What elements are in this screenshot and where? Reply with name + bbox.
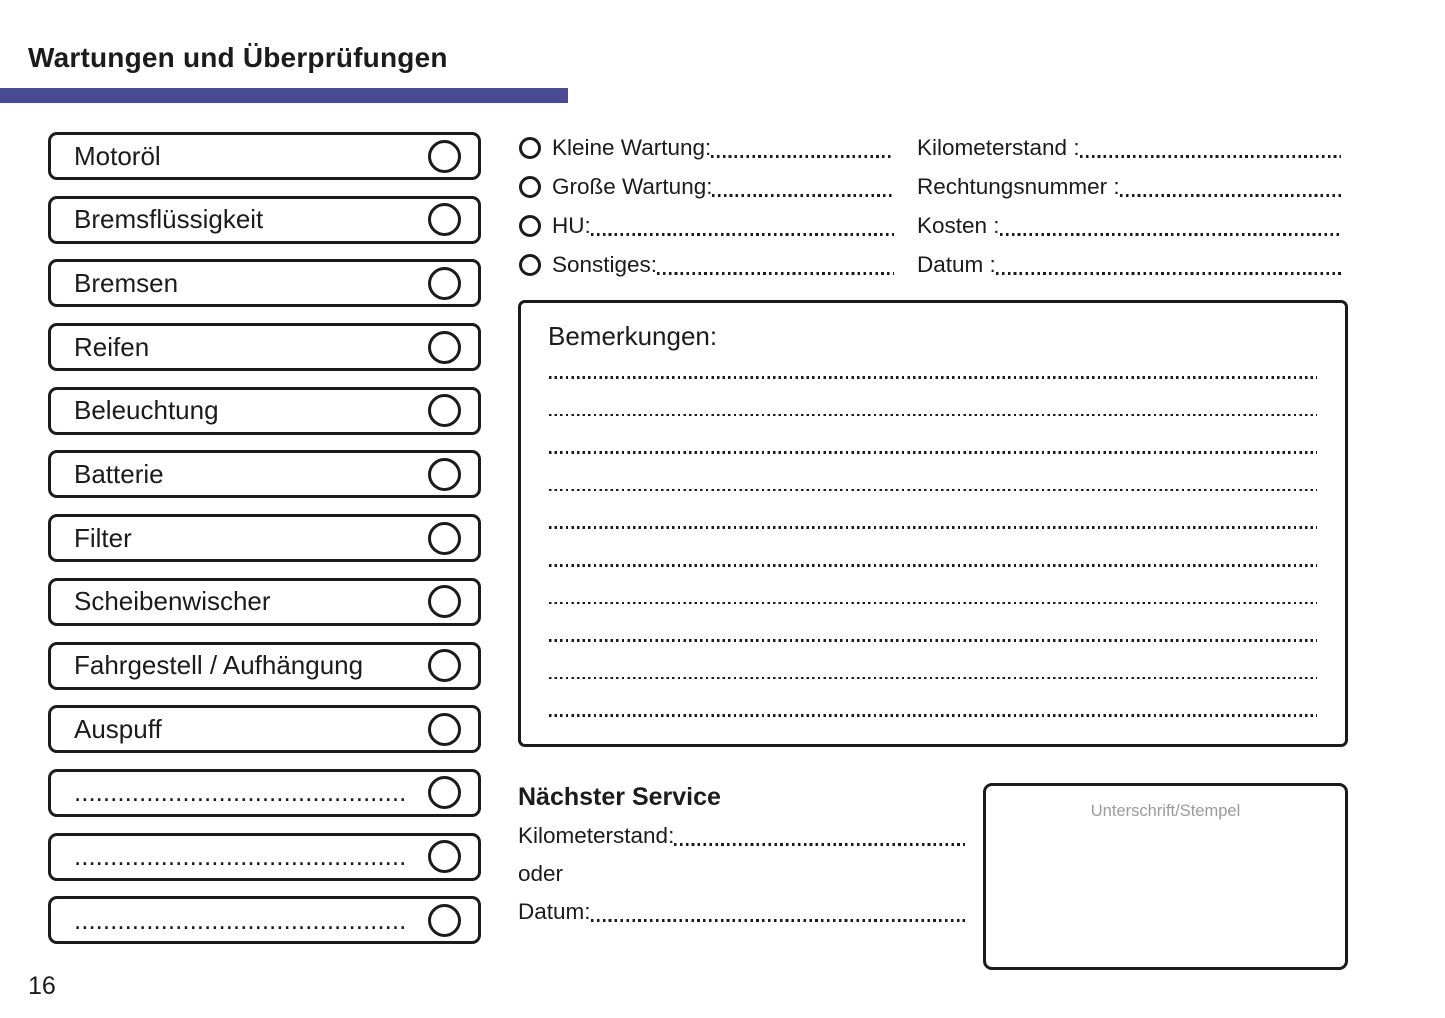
page-number: 16: [28, 972, 56, 1000]
checklist-item-label: Bremsen: [74, 267, 179, 298]
checklist-item-label: Beleuchtung: [74, 395, 219, 426]
fill-in-line[interactable]: [711, 155, 894, 158]
title-accent-bar: [0, 88, 568, 103]
field-label: Datum :: [917, 251, 996, 277]
fill-in-line[interactable]: [712, 194, 894, 197]
checklist-item-motoroel: Motoröl: [48, 132, 481, 180]
field-label: Kosten :: [917, 212, 1000, 238]
next-service-datum: Datum:: [518, 893, 965, 931]
fill-in-line[interactable]: [1079, 155, 1341, 158]
checklist-item-blank-3[interactable]: ........................................…: [48, 896, 481, 945]
check-circle[interactable]: [428, 330, 461, 364]
blank-write-in-line[interactable]: ........................................…: [74, 777, 407, 808]
remarks-writing-area: [521, 352, 1345, 717]
signature-stamp-label: Unterschrift/Stempel: [1090, 802, 1241, 820]
inspection-checklist: Motoröl Bremsflüssigkeit Bremsen Reifen …: [48, 132, 481, 960]
checklist-item-bremsfluessigkeit: Bremsflüssigkeit: [48, 195, 481, 244]
checklist-item-bremsen: Bremsen: [48, 259, 481, 308]
next-service-section: Nächster Service Kilometerstand: oder Da…: [518, 783, 965, 931]
writing-line[interactable]: [549, 676, 1317, 680]
check-circle[interactable]: [428, 840, 461, 874]
check-circle[interactable]: [428, 585, 461, 619]
checklist-item-label: Auspuff: [74, 713, 162, 744]
blank-write-in-line[interactable]: ........................................…: [74, 904, 407, 935]
fill-in-line[interactable]: [995, 272, 1341, 275]
next-service-title: Nächster Service: [518, 783, 721, 811]
fill-in-line[interactable]: [590, 233, 894, 236]
field-kilometerstand: Kilometerstand :: [917, 128, 1341, 167]
field-label: Datum:: [518, 899, 591, 924]
writing-line[interactable]: [549, 451, 1317, 454]
option-label: Kleine Wartung:: [552, 134, 712, 160]
field-label: Kilometerstand :: [917, 134, 1080, 160]
checklist-item-fahrgestell: Fahrgestell / Aufhängung: [48, 641, 481, 690]
radio-circle[interactable]: [519, 175, 541, 198]
checklist-item-label: Scheibenwischer: [74, 586, 271, 617]
checklist-item-auspuff: Auspuff: [48, 705, 481, 754]
checklist-item-scheibenwischer: Scheibenwischer: [48, 577, 481, 626]
field-label: oder: [518, 861, 564, 886]
writing-line[interactable]: [549, 413, 1317, 417]
option-hu: HU:: [519, 206, 894, 245]
check-circle[interactable]: [428, 712, 461, 746]
checklist-item-label: Motoröl: [74, 140, 161, 171]
radio-circle[interactable]: [519, 214, 541, 237]
writing-line[interactable]: [549, 714, 1317, 717]
check-circle[interactable]: [428, 776, 461, 810]
checklist-item-filter: Filter: [48, 514, 481, 563]
checklist-item-label: Reifen: [74, 331, 150, 362]
service-detail-fields: Kilometerstand : Rechtungsnummer : Koste…: [917, 128, 1341, 284]
field-kosten: Kosten :: [917, 206, 1341, 245]
writing-line[interactable]: [549, 563, 1317, 567]
checklist-item-label: Bremsflüssigkeit: [74, 204, 264, 235]
option-label: HU:: [552, 212, 591, 238]
field-datum: Datum :: [917, 245, 1341, 284]
checklist-item-label: Batterie: [74, 458, 164, 489]
option-grosse-wartung: Große Wartung:: [519, 167, 894, 206]
check-circle[interactable]: [428, 394, 461, 428]
field-label: Kilometerstand:: [518, 823, 675, 848]
writing-line[interactable]: [549, 601, 1317, 605]
field-rechtungsnummer: Rechtungsnummer :: [917, 167, 1341, 206]
checklist-item-blank-2[interactable]: ........................................…: [48, 832, 481, 881]
checklist-item-label: Filter: [74, 522, 132, 553]
remarks-box: Bemerkungen:: [518, 300, 1348, 747]
check-circle[interactable]: [428, 139, 461, 173]
option-label: Große Wartung:: [552, 173, 713, 199]
radio-circle[interactable]: [519, 253, 541, 276]
option-sonstiges: Sonstiges:: [519, 245, 894, 284]
next-service-kilometerstand: Kilometerstand:: [518, 817, 965, 855]
checklist-item-beleuchtung: Beleuchtung: [48, 386, 481, 435]
writing-line[interactable]: [549, 488, 1317, 492]
writing-line[interactable]: [549, 526, 1317, 529]
check-circle[interactable]: [428, 521, 461, 555]
option-label: Sonstiges:: [552, 251, 658, 277]
option-kleine-wartung: Kleine Wartung:: [519, 128, 894, 167]
checklist-item-reifen: Reifen: [48, 323, 481, 372]
writing-line[interactable]: [549, 639, 1317, 642]
checklist-item-blank-1[interactable]: ........................................…: [48, 768, 481, 817]
signature-stamp-box[interactable]: Unterschrift/Stempel: [983, 783, 1348, 970]
check-circle[interactable]: [428, 203, 461, 237]
fill-in-line[interactable]: [590, 919, 965, 922]
writing-line[interactable]: [549, 376, 1317, 379]
field-label: Rechtungsnummer :: [917, 173, 1120, 199]
fill-in-line[interactable]: [1119, 194, 1341, 197]
check-circle[interactable]: [428, 649, 461, 682]
service-type-options: Kleine Wartung: Große Wartung: HU: Sonst…: [519, 128, 894, 284]
check-circle[interactable]: [428, 903, 461, 937]
fill-in-line[interactable]: [999, 233, 1341, 236]
next-service-oder: oder: [518, 855, 965, 893]
checklist-item-batterie: Batterie: [48, 450, 481, 499]
radio-circle[interactable]: [519, 136, 541, 159]
page-title: Wartungen und Überprüfungen: [28, 42, 448, 73]
fill-in-line[interactable]: [657, 272, 894, 275]
check-circle[interactable]: [428, 266, 461, 300]
fill-in-line[interactable]: [674, 843, 965, 846]
check-circle[interactable]: [428, 457, 461, 491]
remarks-title: Bemerkungen:: [548, 321, 718, 351]
blank-write-in-line[interactable]: ........................................…: [74, 841, 407, 872]
checklist-item-label: Fahrgestell / Aufhängung: [74, 650, 364, 680]
